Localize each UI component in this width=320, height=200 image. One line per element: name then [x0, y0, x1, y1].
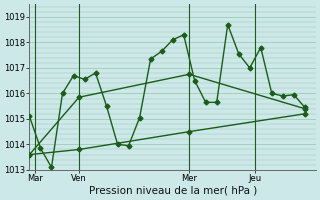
X-axis label: Pression niveau de la mer( hPa ): Pression niveau de la mer( hPa )	[89, 186, 257, 196]
